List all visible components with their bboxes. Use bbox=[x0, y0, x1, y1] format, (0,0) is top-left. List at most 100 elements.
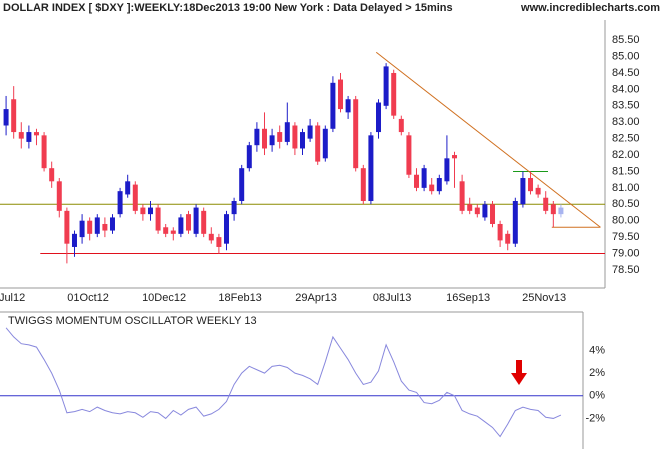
candle-body bbox=[56, 181, 62, 211]
arrow bbox=[511, 360, 527, 385]
candle-body bbox=[254, 128, 260, 146]
chart-title: DOLLAR INDEX [ $DXY ]:WEEKLY:18Dec2013 1… bbox=[3, 2, 453, 14]
candle-body bbox=[391, 72, 397, 116]
candle-body bbox=[170, 230, 176, 234]
y-tick-label: 78.50 bbox=[612, 264, 640, 276]
candle-body bbox=[330, 82, 336, 129]
candle-body bbox=[482, 204, 488, 218]
x-tick-label: Jul12 bbox=[0, 292, 25, 304]
candle-body bbox=[406, 135, 412, 175]
y-tick-label: 80.00 bbox=[612, 215, 640, 227]
candle-body bbox=[147, 207, 153, 215]
candle-body bbox=[216, 237, 222, 247]
candle-body bbox=[558, 207, 564, 215]
candle-body bbox=[315, 125, 321, 162]
y-tick-label: 85.00 bbox=[612, 50, 640, 62]
candle-body bbox=[520, 178, 526, 205]
x-tick-label: 08Jul13 bbox=[373, 292, 412, 304]
candle-body bbox=[140, 207, 146, 215]
candle-body bbox=[307, 125, 313, 139]
candle-body bbox=[421, 168, 427, 188]
x-tick-label: 10Dec12 bbox=[142, 292, 186, 304]
candle-body bbox=[284, 122, 290, 142]
x-tick-label: 29Apr13 bbox=[295, 292, 337, 304]
site-name: www.incrediblecharts.com bbox=[520, 2, 660, 14]
candle-body bbox=[322, 128, 328, 159]
candle-body bbox=[94, 217, 100, 234]
oscillator-line bbox=[5, 327, 562, 438]
y-tick-label: 84.50 bbox=[612, 67, 640, 79]
candle-body bbox=[338, 79, 344, 110]
y-tick-label: 2% bbox=[589, 367, 605, 379]
candle-body bbox=[436, 178, 442, 192]
candle-body bbox=[26, 132, 32, 142]
y-tick-label: 79.50 bbox=[612, 231, 640, 243]
candle-body bbox=[208, 233, 214, 241]
candle-body bbox=[398, 118, 404, 133]
y-tick-label: 80.50 bbox=[612, 198, 640, 210]
candle-body bbox=[512, 201, 518, 244]
candle-body bbox=[132, 184, 138, 211]
candle-body bbox=[452, 155, 458, 159]
candle-body bbox=[41, 135, 47, 169]
candle-body bbox=[490, 204, 496, 224]
candle-body bbox=[49, 168, 55, 182]
y-tick-label: 79.00 bbox=[612, 247, 640, 259]
candle-body bbox=[261, 128, 267, 149]
candle-body bbox=[459, 181, 465, 211]
candle-body bbox=[474, 207, 480, 215]
candle-body bbox=[223, 214, 229, 244]
candle-body bbox=[185, 214, 191, 231]
candle-body bbox=[414, 174, 420, 188]
x-tick-label: 16Sep13 bbox=[446, 292, 490, 304]
candle-body bbox=[353, 99, 359, 169]
candle-body bbox=[383, 66, 389, 106]
candle-body bbox=[543, 197, 549, 211]
candle-body bbox=[444, 158, 450, 182]
x-tick-label: 25Nov13 bbox=[522, 292, 566, 304]
candle-body bbox=[300, 132, 305, 149]
candle-body bbox=[535, 187, 541, 195]
candle-body bbox=[155, 207, 161, 231]
candle-body bbox=[277, 132, 283, 142]
candle-body bbox=[429, 184, 435, 192]
y-tick-label: 82.00 bbox=[612, 149, 640, 161]
candle-body bbox=[125, 181, 131, 195]
candle-body bbox=[11, 99, 17, 133]
candle-body bbox=[109, 217, 115, 231]
candle-body bbox=[528, 178, 534, 192]
candle-body bbox=[71, 233, 77, 247]
candle-body bbox=[231, 201, 237, 215]
y-tick-label: 85.50 bbox=[612, 34, 640, 46]
candle-body bbox=[18, 132, 24, 139]
candle-body bbox=[467, 204, 473, 211]
candle-body bbox=[292, 125, 298, 149]
candle-body bbox=[33, 132, 39, 136]
candle-body bbox=[117, 191, 123, 215]
osc-title: TWIGGS MOMENTUM OSCILLATOR WEEKLY 13 bbox=[8, 315, 257, 327]
candle-body bbox=[102, 223, 108, 231]
candle-body bbox=[360, 168, 366, 202]
candle-body bbox=[376, 102, 382, 133]
candle-body bbox=[201, 210, 207, 234]
candle-body bbox=[87, 220, 93, 234]
y-tick-label: 83.50 bbox=[612, 100, 640, 112]
candle-body bbox=[550, 204, 556, 215]
candle-body bbox=[269, 135, 275, 146]
y-tick-label: 84.00 bbox=[612, 83, 640, 95]
y-tick-label: -2% bbox=[585, 412, 605, 424]
y-tick-label: 0% bbox=[589, 390, 605, 402]
candle-body bbox=[178, 217, 184, 234]
x-tick-label: 18Feb13 bbox=[218, 292, 261, 304]
candle-body bbox=[64, 210, 70, 244]
y-tick-label: 81.50 bbox=[612, 165, 640, 177]
y-tick-label: 81.00 bbox=[612, 182, 640, 194]
y-tick-label: 83.00 bbox=[612, 116, 640, 128]
candle-body bbox=[497, 223, 503, 241]
y-tick-label: 82.50 bbox=[612, 133, 640, 145]
annotation-line bbox=[375, 51, 601, 228]
candle-body bbox=[505, 233, 511, 244]
candle-body bbox=[79, 220, 85, 238]
y-tick-label: 4% bbox=[589, 344, 605, 356]
